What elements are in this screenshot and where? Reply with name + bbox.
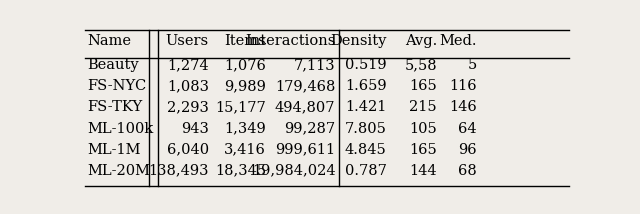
Text: 105: 105 (410, 122, 437, 135)
Text: 2,293: 2,293 (167, 100, 209, 114)
Text: 6,040: 6,040 (167, 143, 209, 157)
Text: Med.: Med. (439, 34, 477, 48)
Text: 5: 5 (468, 58, 477, 72)
Text: 1.421: 1.421 (345, 100, 387, 114)
Text: 0.519: 0.519 (345, 58, 387, 72)
Text: Interactions: Interactions (245, 34, 335, 48)
Text: 1.659: 1.659 (345, 79, 387, 93)
Text: Density: Density (330, 34, 387, 48)
Text: 0.787: 0.787 (345, 164, 387, 178)
Text: 215: 215 (410, 100, 437, 114)
Text: Beauty: Beauty (88, 58, 139, 72)
Text: 1,274: 1,274 (167, 58, 209, 72)
Text: FS-NYC: FS-NYC (88, 79, 147, 93)
Text: FS-TKY: FS-TKY (88, 100, 143, 114)
Text: 68: 68 (458, 164, 477, 178)
Text: 96: 96 (458, 143, 477, 157)
Text: 64: 64 (458, 122, 477, 135)
Text: 494,807: 494,807 (275, 100, 335, 114)
Text: ML-1M: ML-1M (88, 143, 141, 157)
Text: 116: 116 (449, 79, 477, 93)
Text: 18,345: 18,345 (215, 164, 266, 178)
Text: ML-20M: ML-20M (88, 164, 150, 178)
Text: 179,468: 179,468 (275, 79, 335, 93)
Text: Avg.: Avg. (405, 34, 437, 48)
Text: 9,989: 9,989 (224, 79, 266, 93)
Text: 165: 165 (410, 143, 437, 157)
Text: Items: Items (225, 34, 266, 48)
Text: 99,287: 99,287 (284, 122, 335, 135)
Text: 144: 144 (410, 164, 437, 178)
Text: 7.805: 7.805 (345, 122, 387, 135)
Text: 138,493: 138,493 (148, 164, 209, 178)
Text: 15,177: 15,177 (215, 100, 266, 114)
Text: 1,076: 1,076 (224, 58, 266, 72)
Text: 146: 146 (449, 100, 477, 114)
Text: 3,416: 3,416 (224, 143, 266, 157)
Text: 19,984,024: 19,984,024 (252, 164, 335, 178)
Text: 1,349: 1,349 (224, 122, 266, 135)
Text: 1,083: 1,083 (167, 79, 209, 93)
Text: 4.845: 4.845 (345, 143, 387, 157)
Text: Name: Name (88, 34, 131, 48)
Text: 943: 943 (181, 122, 209, 135)
Text: ML-100k: ML-100k (88, 122, 154, 135)
Text: 7,113: 7,113 (294, 58, 335, 72)
Text: Users: Users (166, 34, 209, 48)
Text: 165: 165 (410, 79, 437, 93)
Text: 5,58: 5,58 (404, 58, 437, 72)
Text: 999,611: 999,611 (275, 143, 335, 157)
